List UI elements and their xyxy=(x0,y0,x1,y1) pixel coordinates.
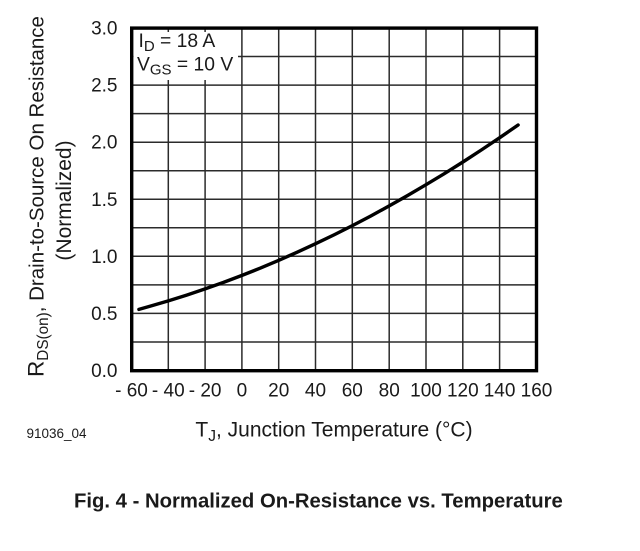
svg-text:(Normalized): (Normalized) xyxy=(53,140,76,260)
svg-text:RDS(on), Drain-to-Source On Re: RDS(on), Drain-to-Source On Resistance xyxy=(23,16,52,377)
svg-text:0: 0 xyxy=(237,381,248,402)
svg-text:140: 140 xyxy=(484,381,516,402)
svg-text:100: 100 xyxy=(410,381,442,402)
svg-text:- 40: - 40 xyxy=(152,381,185,402)
svg-text:160: 160 xyxy=(521,381,553,402)
svg-text:40: 40 xyxy=(305,381,326,402)
svg-text:Fig. 4 - Normalized On-Resista: Fig. 4 - Normalized On-Resistance vs. Te… xyxy=(74,491,563,513)
svg-text:3.0: 3.0 xyxy=(91,19,117,40)
svg-text:1.5: 1.5 xyxy=(91,190,117,211)
svg-text:60: 60 xyxy=(342,381,363,402)
svg-text:91036_04: 91036_04 xyxy=(27,426,88,441)
svg-text:0.0: 0.0 xyxy=(91,361,117,382)
svg-text:- 60: - 60 xyxy=(115,381,148,402)
svg-text:- 20: - 20 xyxy=(189,381,222,402)
svg-text:TJ, Junction Temperature (°C): TJ, Junction Temperature (°C) xyxy=(195,419,472,446)
svg-text:120: 120 xyxy=(447,381,479,402)
svg-text:80: 80 xyxy=(379,381,400,402)
svg-text:ID = 18 A: ID = 18 A xyxy=(139,31,216,55)
svg-text:1.0: 1.0 xyxy=(91,247,117,268)
svg-text:2.5: 2.5 xyxy=(91,76,117,97)
svg-text:2.0: 2.0 xyxy=(91,133,117,154)
svg-text:0.5: 0.5 xyxy=(91,304,117,325)
svg-text:20: 20 xyxy=(268,381,289,402)
